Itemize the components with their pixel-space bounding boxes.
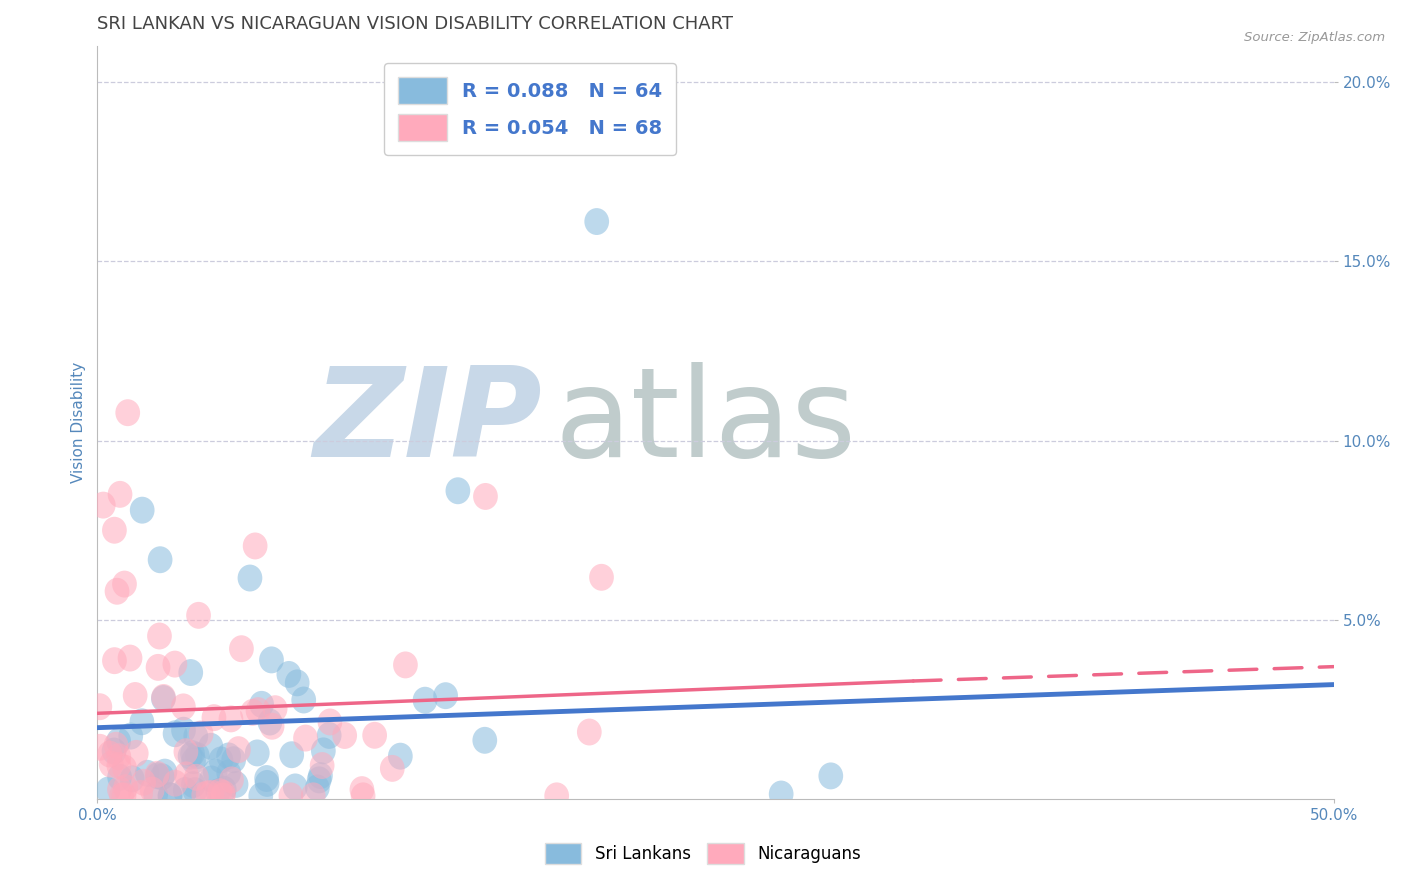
Text: SRI LANKAN VS NICARAGUAN VISION DISABILITY CORRELATION CHART: SRI LANKAN VS NICARAGUAN VISION DISABILI… [97, 15, 734, 33]
Legend: R = 0.088   N = 64, R = 0.054   N = 68: R = 0.088 N = 64, R = 0.054 N = 68 [384, 63, 676, 155]
Text: Source: ZipAtlas.com: Source: ZipAtlas.com [1244, 31, 1385, 45]
Y-axis label: Vision Disability: Vision Disability [72, 362, 86, 483]
Text: ZIP: ZIP [314, 362, 543, 483]
Legend: Sri Lankans, Nicaraguans: Sri Lankans, Nicaraguans [538, 837, 868, 871]
Text: atlas: atlas [555, 362, 856, 483]
